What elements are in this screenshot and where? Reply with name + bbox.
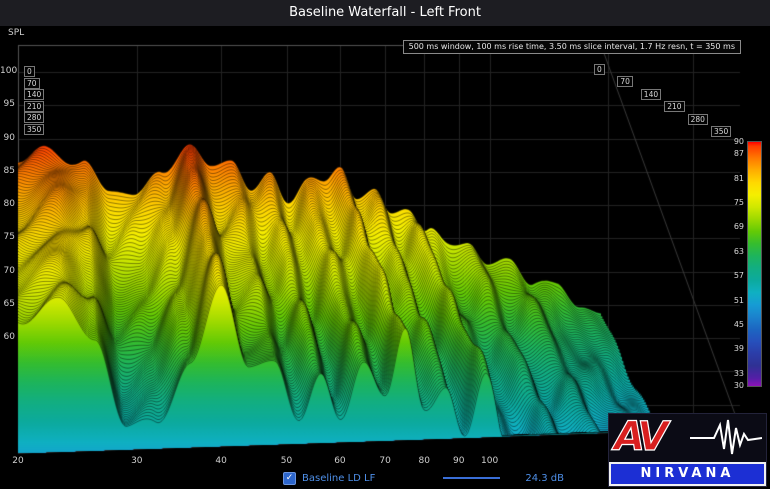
colorbar-label: 57: [733, 271, 744, 281]
freq-tick-label: 30: [131, 456, 143, 466]
page-title: Baseline Waterfall - Left Front: [289, 5, 481, 20]
spl-tick-label: 65: [3, 298, 15, 309]
av-nirvana-logo: AV NIRVANA: [608, 413, 767, 487]
colorbar-label: 33: [733, 368, 744, 378]
colorbar-label: 87: [733, 149, 744, 159]
title-bar: Baseline Waterfall - Left Front: [0, 0, 770, 26]
colorbar-label: 63: [733, 246, 744, 256]
freq-tick-label: 90: [453, 456, 465, 466]
spl-tick-label: 75: [3, 232, 15, 243]
logo-top: AV: [609, 413, 766, 462]
trace-line-sample: [443, 477, 501, 479]
trace-value: 24.3 dB: [525, 472, 565, 484]
spl-tick-label: 80: [3, 199, 15, 209]
spl-tick-label: 60: [3, 332, 15, 342]
spl-tick-label: 100: [0, 66, 18, 76]
spl-tick-label: 85: [3, 165, 15, 176]
colorbar-label: 30: [733, 381, 744, 390]
logo-nirvana-text: NIRVANA: [609, 462, 766, 486]
colorbar-label: 75: [733, 198, 744, 207]
freq-tick-label: 100: [481, 456, 499, 466]
measurement-info-box: 500 ms window, 100 ms rise time, 3.50 ms…: [402, 40, 741, 54]
spl-tick-label: 70: [3, 265, 15, 276]
freq-tick-label: 50: [280, 456, 293, 466]
time-tick-label-right: 0: [594, 64, 605, 75]
time-tick-label-right: 350: [711, 126, 732, 137]
colorbar-gradient: [747, 141, 762, 387]
freq-tick-label: 70: [379, 456, 391, 466]
colorbar-label: 81: [733, 173, 744, 183]
time-tick-label-left: 70: [24, 77, 40, 89]
freq-tick-label: 60: [334, 456, 346, 466]
time-tick-label-left: 0: [24, 66, 35, 77]
time-tick-label-left: 350: [24, 124, 45, 135]
colorbar-label: 45: [733, 320, 744, 329]
time-tick-label-right: 210: [664, 101, 685, 113]
time-tick-label-left: 210: [24, 100, 45, 112]
spl-tick-label: 95: [3, 99, 15, 110]
time-tick-label-right: 140: [640, 88, 662, 100]
freq-tick-label: 20: [12, 456, 24, 466]
freq-tick-label: 40: [215, 456, 227, 466]
time-tick-label-right: 280: [687, 113, 708, 125]
colorbar-label: 51: [733, 295, 744, 305]
time-tick-label-left: 140: [24, 89, 45, 101]
legend-footer: ✓ Baseline LD LF 24.3 dB: [283, 470, 564, 486]
spl-tick-label: 90: [3, 132, 15, 143]
time-tick-label-left: 280: [24, 112, 45, 124]
colorbar-label: 39: [733, 344, 744, 354]
logo-av-text: AV: [613, 413, 668, 460]
waveform-icon: [690, 419, 762, 455]
trace-label[interactable]: Baseline LD LF: [302, 472, 376, 484]
freq-tick-label: 80: [418, 456, 430, 466]
trace-checkbox[interactable]: ✓: [283, 471, 296, 485]
spl-axis-label: SPL: [8, 28, 25, 38]
time-tick-label-right: 70: [617, 76, 633, 88]
colorbar-label: 90: [733, 137, 744, 146]
colorbar-label: 69: [733, 222, 744, 232]
check-icon: ✓: [285, 472, 294, 483]
